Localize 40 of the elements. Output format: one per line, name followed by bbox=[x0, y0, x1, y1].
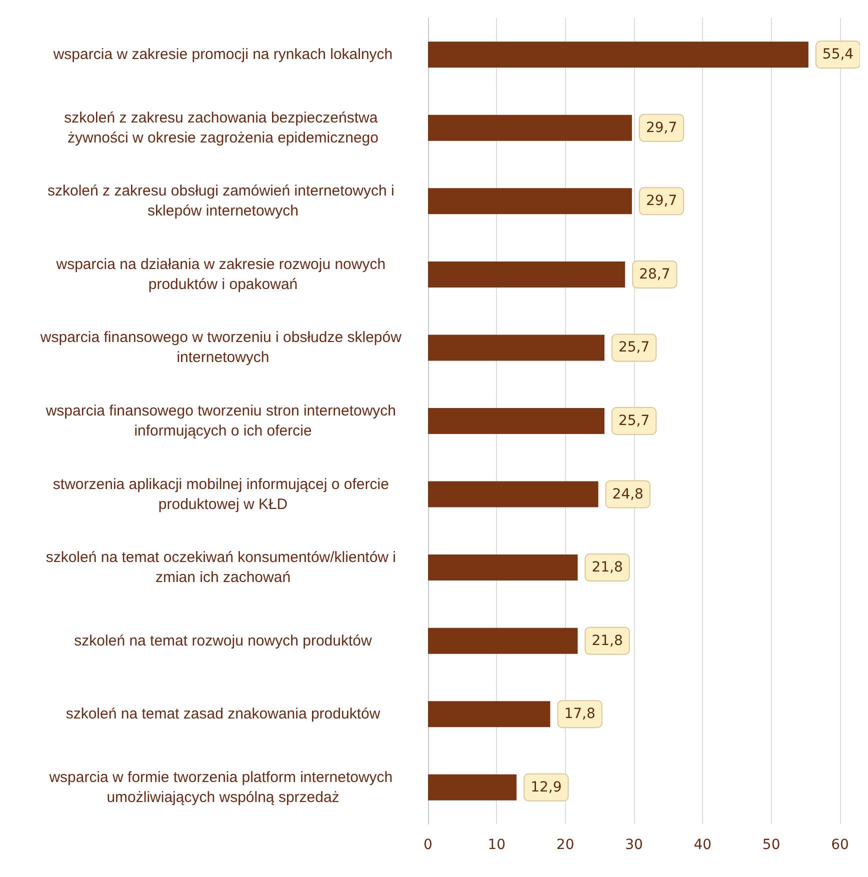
bar bbox=[428, 774, 517, 800]
data-label: 21,8 bbox=[592, 632, 623, 649]
bar bbox=[428, 42, 808, 68]
bar bbox=[428, 114, 632, 141]
y-tick-label: szkoleń na temat rozwoju nowych produktów bbox=[74, 632, 372, 650]
y-tick-label: stworzenia aplikacji mobilnej informującej o ofercie produktowej w KŁD bbox=[52, 476, 394, 513]
bar bbox=[428, 481, 598, 508]
bar bbox=[428, 188, 632, 214]
y-tick-label: szkoleń na temat oczekiwań konsumentów/klientów i zmian ich zachowań bbox=[46, 549, 400, 586]
bar bbox=[428, 701, 550, 728]
bar bbox=[428, 554, 578, 581]
bar bbox=[428, 628, 578, 654]
data-label: 24,8 bbox=[612, 486, 644, 502]
data-label: 29,7 bbox=[646, 193, 678, 210]
x-tick-label: 40 bbox=[694, 837, 712, 853]
y-tick-label: szkoleń z zakresu zachowania bezpieczeństwa żywności w okresie zagrożenia epidemicznego bbox=[64, 109, 382, 146]
x-tick-label: 60 bbox=[831, 837, 849, 853]
y-tick-label: szkoleń z zakresu obsługi zamówień internetowych i sklepów internetowych bbox=[48, 182, 398, 220]
data-label: 25,7 bbox=[618, 340, 650, 356]
y-tick-label: wsparcia na działania w zakresie rozwoju nowych produktów i opakowań bbox=[55, 256, 390, 293]
y-tick-label: wsparcia finansowego w tworzeniu i obsłudze sklepów internetowych bbox=[39, 329, 406, 366]
bar bbox=[428, 334, 604, 361]
data-label: 12,9 bbox=[530, 779, 562, 796]
data-label: 25,7 bbox=[618, 413, 650, 429]
x-tick-label: 30 bbox=[625, 837, 643, 853]
y-tick-label: wsparcia finansowego tworzeniu stron internetowych informujących o ich ofercie bbox=[44, 402, 400, 440]
data-label: 21,8 bbox=[592, 560, 623, 576]
data-label: 28,7 bbox=[639, 266, 670, 282]
y-tick-label: wsparcia w formie tworzenia platform internetowych umożliwiających wspólną sprzedaż bbox=[48, 768, 397, 806]
x-tick-label: 50 bbox=[762, 837, 780, 853]
bar bbox=[428, 408, 604, 434]
data-label: 55,4 bbox=[822, 46, 854, 63]
y-tick-label: szkoleń na temat zasad znakowania produktów bbox=[66, 706, 380, 723]
bar bbox=[428, 261, 626, 288]
data-label: 17,8 bbox=[564, 706, 596, 722]
data-label: 29,7 bbox=[646, 120, 678, 136]
x-tick-label: 0 bbox=[424, 837, 432, 853]
y-tick-label: wsparcia w zakresie promocji na rynkach lokalnych bbox=[52, 46, 393, 64]
x-tick-label: 10 bbox=[488, 837, 506, 853]
x-tick-label: 20 bbox=[556, 837, 574, 853]
